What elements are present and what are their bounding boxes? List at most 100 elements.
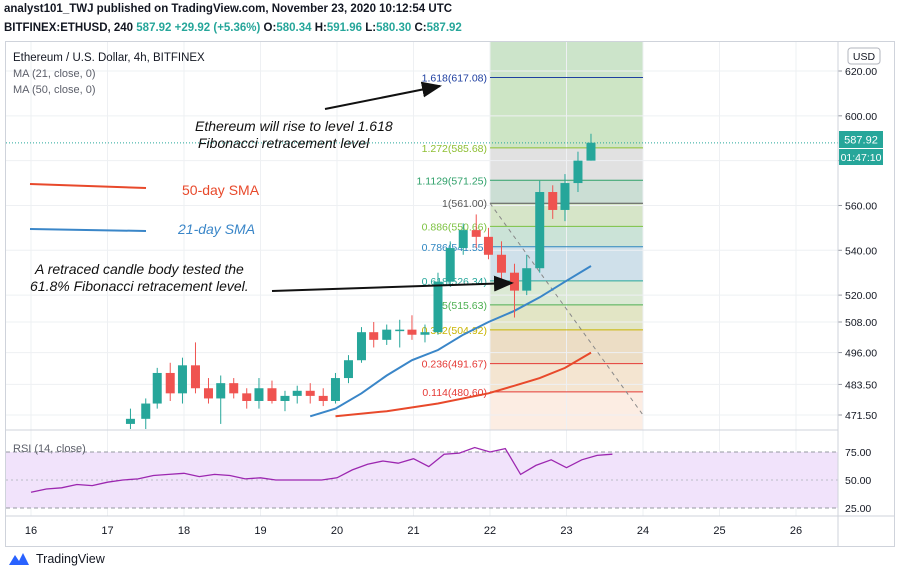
y-tick-label: 508.00 <box>845 317 877 329</box>
y-tick-label: 560.00 <box>845 200 877 212</box>
candle-body <box>573 160 583 184</box>
candle-body <box>458 230 468 249</box>
candle-body <box>395 329 405 332</box>
currency-badge[interactable] <box>847 47 881 65</box>
x-tick-label: 20 <box>331 525 343 537</box>
fib-label: 0.786(541.55) <box>422 242 487 254</box>
candle-body <box>141 403 151 419</box>
trend-dashed-line <box>489 202 644 416</box>
ma21-legend: MA (21, close, 0) <box>13 68 96 80</box>
x-tick-label: 24 <box>637 525 649 537</box>
candle-body <box>165 372 175 394</box>
x-tick-label: 18 <box>178 525 190 537</box>
candle-body <box>280 395 290 401</box>
x-tick-label: 23 <box>560 525 572 537</box>
candle-body <box>407 329 417 335</box>
y-tick-label: 471.50 <box>845 410 877 422</box>
rsi-tick-label: 50.00 <box>845 475 871 487</box>
candle-body <box>496 254 506 273</box>
rsi-tick-label: 25.00 <box>845 503 871 515</box>
candles <box>125 133 596 430</box>
candle-body <box>356 332 366 361</box>
candle-body <box>535 192 545 269</box>
x-tick-label: 21 <box>407 525 419 537</box>
fib-label: 1(561.00) <box>442 198 487 210</box>
candle-note-line2: 61.8% Fibonacci retracement level. <box>30 278 249 294</box>
tradingview-logo-icon <box>9 553 29 565</box>
candle-body <box>305 390 315 396</box>
chart-frame <box>5 41 895 547</box>
candle-note-arrow <box>271 275 514 292</box>
high-label: H: <box>314 22 327 34</box>
close-label: C: <box>414 22 427 34</box>
sma21-line <box>309 265 592 418</box>
candle-body <box>229 383 239 394</box>
fib-note-arrow <box>324 81 442 110</box>
price-tag-text: 587.92 <box>844 135 878 147</box>
fib-label: 1.618(617.08) <box>422 73 487 85</box>
fib-label: 0.5(515.63) <box>433 300 487 312</box>
trend-dashed-line <box>489 202 644 416</box>
fib-note-line2: Fibonacci retracement level <box>198 135 370 151</box>
x-tick-label: 25 <box>713 525 725 537</box>
ohlc-header: BITFINEX:ETHUSD, 240 587.92 +29.92 (+5.3… <box>4 22 462 34</box>
x-tick-label: 17 <box>101 525 113 537</box>
candle-body <box>330 378 340 401</box>
candle-body <box>254 388 264 401</box>
candle-body <box>445 248 455 282</box>
sma-lines <box>309 265 592 418</box>
brand-name: TradingView <box>36 552 105 566</box>
candle-body <box>343 360 353 379</box>
low-label: L: <box>365 22 377 34</box>
candle-body <box>203 388 213 399</box>
candle-body <box>433 281 443 333</box>
symbol-label: BITFINEX:ETHUSD, 240 <box>4 22 134 34</box>
candle-body <box>548 192 558 210</box>
price-change: +29.92 (+5.36%) <box>174 22 261 34</box>
rsi-legend: RSI (14, close) <box>13 443 86 455</box>
candle-body <box>483 236 493 255</box>
candle-body <box>267 388 277 401</box>
x-tick-label: 22 <box>484 525 496 537</box>
sma50-key-line <box>29 183 147 189</box>
rsi-tick-label: 75.00 <box>845 447 871 459</box>
countdown-tag <box>839 149 883 165</box>
open-label: O: <box>263 22 277 34</box>
candle-body <box>586 142 596 161</box>
axes: 620.00600.00580.00560.00540.00520.00508.… <box>25 66 877 537</box>
y-tick-label: 540.00 <box>845 245 877 257</box>
candle-body <box>509 272 519 291</box>
y-tick-label: 620.00 <box>845 66 877 78</box>
y-tick-label: 483.50 <box>845 379 877 391</box>
candle-body <box>522 268 532 291</box>
candle-body <box>292 390 302 396</box>
x-tick-label: 26 <box>790 525 802 537</box>
rsi-line <box>30 446 613 493</box>
ma50-legend: MA (50, close, 0) <box>13 84 96 96</box>
open-value: 580.34 <box>276 22 312 34</box>
candle-body <box>560 183 570 210</box>
sma21-key-line <box>29 228 147 232</box>
rsi-pane <box>6 446 838 509</box>
candle-body <box>369 332 379 340</box>
candle-body <box>382 329 392 340</box>
y-tick-label: 520.00 <box>845 290 877 302</box>
sma50-line <box>335 351 592 418</box>
fib-label: 1.272(585.68) <box>422 143 487 155</box>
candle-body <box>152 372 162 404</box>
candle-body <box>190 365 200 389</box>
candle-body <box>177 365 187 394</box>
price-tag <box>839 131 883 148</box>
fib-label: 0.236(491.67) <box>422 359 487 371</box>
fib-label: 0.886(550.66) <box>422 221 487 233</box>
fib-label: 0.114(480.60) <box>422 387 487 399</box>
candle-body <box>216 383 226 399</box>
x-tick-label: 16 <box>25 525 37 537</box>
candle-body <box>471 230 481 237</box>
low-value: 580.30 <box>376 22 412 34</box>
tradingview-footer[interactable]: TradingView <box>8 552 105 566</box>
x-tick-label: 19 <box>254 525 266 537</box>
high-value: 591.96 <box>326 22 363 34</box>
symbol-title: Ethereum / U.S. Dollar, 4h, BITFINEX <box>13 52 205 64</box>
